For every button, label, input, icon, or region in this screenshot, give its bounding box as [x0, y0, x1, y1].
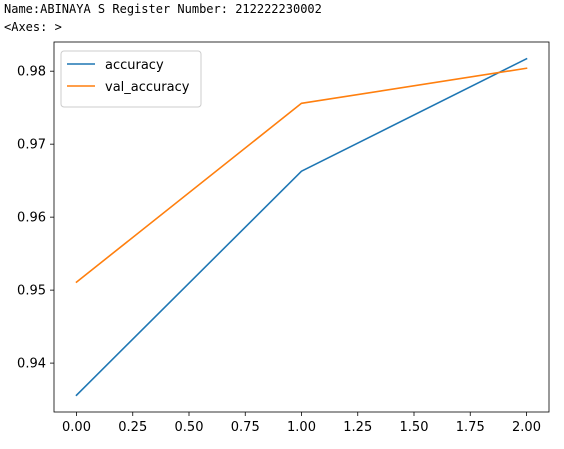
y-tick-label: 0.94	[17, 357, 46, 372]
legend-box	[60, 50, 202, 108]
x-axis: 0.00 0.25 0.50 0.75 1.00 1.25 1.50 1.75 2.00	[62, 412, 541, 435]
legend-label: accuracy	[105, 58, 164, 73]
y-axis: 0.94 0.95 0.96 0.97 0.98	[17, 65, 54, 372]
x-tick-label: 0.25	[118, 420, 147, 435]
series-layer	[75, 57, 528, 397]
legend-label: val_accuracy	[105, 80, 190, 95]
x-tick-label: 0.50	[175, 420, 204, 435]
series-line-accuracy	[75, 57, 528, 397]
x-tick-label: 1.75	[456, 420, 485, 435]
x-tick-label: 0.00	[62, 420, 91, 435]
x-tick-label: 0.75	[231, 420, 260, 435]
y-tick-label: 0.95	[17, 284, 46, 299]
x-tick-label: 1.25	[343, 420, 372, 435]
output-name-line: Name:ABINAYA S Register Number: 21222223…	[4, 2, 322, 16]
y-tick-label: 0.96	[17, 211, 46, 226]
output-axes-repr: <Axes: >	[4, 20, 62, 34]
y-tick-label: 0.97	[17, 138, 46, 153]
x-tick-label: 2.00	[512, 420, 541, 435]
y-tick-label: 0.98	[17, 65, 46, 80]
series-line-val-accuracy	[75, 67, 528, 284]
legend: accuracy val_accuracy	[60, 50, 202, 108]
x-tick-label: 1.00	[287, 420, 316, 435]
x-tick-label: 1.50	[400, 420, 429, 435]
